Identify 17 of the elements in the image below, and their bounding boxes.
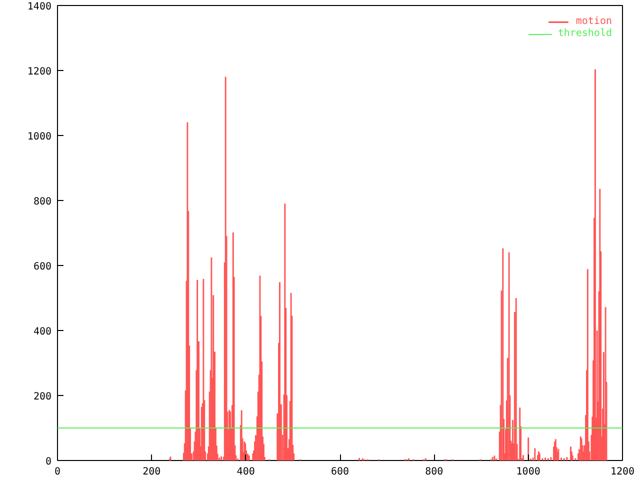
y-tick-label: 1000 bbox=[27, 132, 52, 142]
y-tick-label: 400 bbox=[33, 326, 52, 338]
y-tick-label: 200 bbox=[33, 392, 52, 402]
x-tick-label: 600 bbox=[330, 466, 350, 478]
x-tick-label: 200 bbox=[142, 466, 161, 478]
y-tick-label: 0 bbox=[45, 456, 52, 468]
x-tick-label: 0 bbox=[54, 466, 61, 478]
x-tick-label: 400 bbox=[236, 466, 255, 478]
legend-label: threshold bbox=[558, 28, 612, 39]
y-tick-label: 800 bbox=[33, 196, 52, 208]
y-tick-label: 600 bbox=[33, 262, 52, 272]
x-tick-label: 1200 bbox=[610, 466, 635, 478]
x-tick-label: 800 bbox=[425, 466, 444, 478]
x-tick-label: 1000 bbox=[516, 466, 540, 478]
y-tick-label: 1400 bbox=[27, 2, 52, 12]
legend-label: motion bbox=[576, 16, 612, 27]
y-tick-label: 1200 bbox=[27, 66, 52, 78]
